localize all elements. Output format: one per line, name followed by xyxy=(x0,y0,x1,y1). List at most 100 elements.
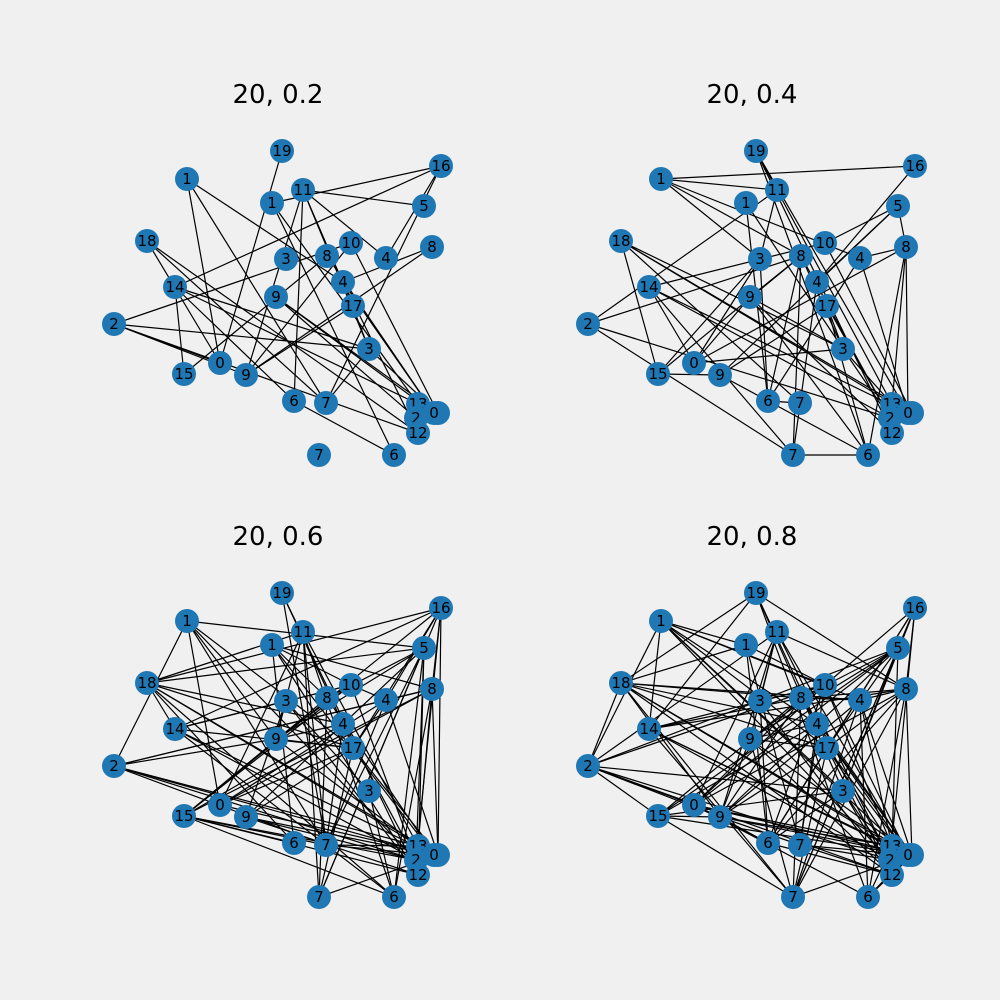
node-label: 3 xyxy=(364,782,374,800)
graph-edge xyxy=(657,255,802,375)
graph-edge xyxy=(889,607,916,861)
node-label: 7 xyxy=(314,446,324,464)
graph-edge xyxy=(293,189,304,402)
node-label: 9 xyxy=(715,366,725,384)
node-label: 10 xyxy=(815,234,834,252)
graph-node xyxy=(682,793,706,817)
graph-edge xyxy=(302,189,387,259)
node-label: 10 xyxy=(341,234,360,252)
graph-node xyxy=(374,688,398,712)
graph-node xyxy=(208,351,232,375)
graph-node xyxy=(331,270,355,294)
graph-node xyxy=(314,833,338,857)
graph-edge xyxy=(759,700,769,844)
graph-edge xyxy=(867,688,907,898)
graph-node xyxy=(282,389,306,413)
node-label: 12 xyxy=(882,424,901,442)
graph-node xyxy=(163,275,187,299)
node-label: 7 xyxy=(795,394,805,412)
graph-edge xyxy=(271,644,433,690)
graph-edge xyxy=(275,296,435,414)
graph-node xyxy=(208,793,232,817)
graph-edge xyxy=(620,644,747,684)
graph-edge xyxy=(767,688,907,844)
node-label: 8 xyxy=(427,680,437,698)
graph-node xyxy=(880,421,904,445)
graph-node xyxy=(264,285,288,309)
graph-node xyxy=(382,885,406,909)
graph-edge xyxy=(767,257,861,402)
graph-node xyxy=(274,247,298,271)
node-label: 5 xyxy=(419,197,429,215)
node-label: 0 xyxy=(903,404,913,422)
graph-edge xyxy=(146,682,435,856)
graph-node xyxy=(856,443,880,467)
graph-node xyxy=(815,294,839,318)
graph-edge xyxy=(186,620,417,861)
node-label: 16 xyxy=(431,157,450,175)
graph-edge xyxy=(293,400,395,456)
node-label: 7 xyxy=(795,836,805,854)
graph-edge xyxy=(826,305,891,419)
graph-edge xyxy=(325,723,344,846)
node-label: 19 xyxy=(272,142,291,160)
graph-edge xyxy=(824,607,916,686)
graph-edge xyxy=(342,647,425,725)
graph-edge xyxy=(755,592,907,690)
graph-edge xyxy=(657,815,794,898)
node-label: 7 xyxy=(314,888,324,906)
graph-node xyxy=(894,677,918,701)
graph-edge xyxy=(245,305,354,376)
node-label: 9 xyxy=(745,288,755,306)
node-label: 8 xyxy=(322,247,332,265)
graph-edge xyxy=(816,165,916,283)
graph-node xyxy=(135,229,159,253)
graph-node xyxy=(102,754,126,778)
graph-edge xyxy=(146,240,419,434)
node-label: 2 xyxy=(583,315,593,333)
node-label: 2 xyxy=(885,851,895,869)
node-label: 3 xyxy=(755,250,765,268)
graph-edge xyxy=(759,700,893,876)
node-label: 6 xyxy=(289,392,299,410)
graph-edge xyxy=(693,258,761,364)
node-label: 11 xyxy=(767,181,786,199)
graph-node xyxy=(331,712,355,736)
graph-edge xyxy=(745,202,844,350)
node-label: 2 xyxy=(411,851,421,869)
node-label: 11 xyxy=(293,181,312,199)
graph-edge xyxy=(219,747,354,806)
graph-edge xyxy=(693,688,907,806)
node-label: 18 xyxy=(611,674,630,692)
node-label: 12 xyxy=(408,424,427,442)
graph-node xyxy=(788,391,812,415)
graph-node xyxy=(813,673,837,697)
graph-edge xyxy=(146,647,425,684)
node-label: 0 xyxy=(215,354,225,372)
graph-edge xyxy=(767,684,826,844)
node-label: 0 xyxy=(903,846,913,864)
graph-node xyxy=(815,736,839,760)
node-label: 14 xyxy=(639,278,658,296)
graph-edge xyxy=(183,697,328,817)
graph-edge xyxy=(350,684,417,861)
graph-edge xyxy=(302,189,425,207)
graph-node xyxy=(374,246,398,270)
graph-node xyxy=(420,235,444,259)
node-label: 5 xyxy=(419,639,429,657)
graph-node xyxy=(291,178,315,202)
graph-edge xyxy=(826,688,907,749)
graph-edge xyxy=(174,165,442,288)
graph-node xyxy=(765,178,789,202)
graph-node xyxy=(788,833,812,857)
graph-edge xyxy=(648,286,909,414)
node-label: 4 xyxy=(855,249,865,267)
graph-node xyxy=(420,677,444,701)
graph-edge xyxy=(620,240,801,404)
node-label: 19 xyxy=(272,584,291,602)
graph-edge xyxy=(693,246,907,364)
graph-node xyxy=(649,167,673,191)
panel-title: 20, 0.2 xyxy=(233,80,324,110)
